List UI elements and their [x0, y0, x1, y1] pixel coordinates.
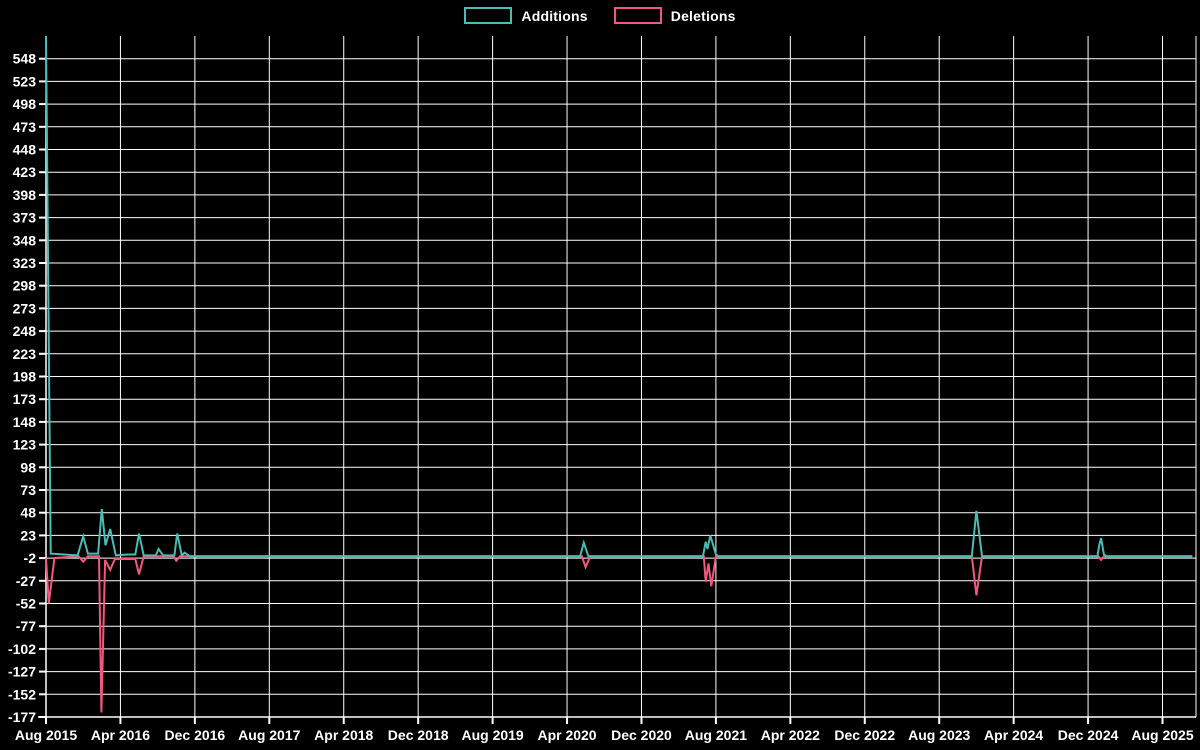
y-axis-label: 298 [13, 278, 37, 294]
x-axis-label: Apr 2022 [761, 727, 820, 743]
y-axis-label: 123 [13, 437, 37, 453]
y-axis-label: 548 [13, 51, 37, 67]
y-axis-label: 523 [13, 73, 37, 89]
y-axis-label: 148 [13, 414, 37, 430]
x-axis-label: Dec 2018 [388, 727, 449, 743]
y-axis-label: -177 [8, 709, 36, 725]
x-axis-label: Apr 2024 [984, 727, 1043, 743]
additions-line [45, 35, 1193, 558]
deletions-line [45, 555, 1193, 713]
y-axis-label: 498 [13, 96, 37, 112]
x-axis-label: Dec 2016 [165, 727, 226, 743]
x-axis-label: Apr 2020 [537, 727, 596, 743]
y-axis-label: 98 [20, 459, 36, 475]
x-axis-label: Dec 2020 [611, 727, 672, 743]
legend-item-additions[interactable]: Additions [464, 7, 588, 24]
y-axis-label: -77 [16, 618, 36, 634]
y-axis-label: 248 [13, 323, 37, 339]
y-axis-label: 448 [13, 142, 37, 158]
x-axis-label: Apr 2018 [314, 727, 373, 743]
y-axis-label: 223 [13, 346, 37, 362]
x-axis-label: Aug 2015 [15, 727, 77, 743]
chart-legend: Additions Deletions [0, 7, 1200, 24]
y-axis-label: -2 [24, 550, 37, 566]
y-axis-label: -27 [16, 573, 36, 589]
x-axis-label: Aug 2023 [908, 727, 970, 743]
y-axis-label: 323 [13, 255, 37, 271]
additions-swatch-icon [464, 7, 513, 24]
y-axis-label: 73 [20, 482, 36, 498]
x-axis-label: Dec 2022 [834, 727, 895, 743]
deletions-swatch-icon [613, 7, 662, 24]
y-axis-label: -152 [8, 686, 36, 702]
y-axis-label: 398 [13, 187, 37, 203]
y-axis-label: 348 [13, 232, 37, 248]
x-axis-label: Aug 2025 [1131, 727, 1193, 743]
x-axis-label: Dec 2024 [1058, 727, 1119, 743]
y-axis-label: 23 [20, 527, 36, 543]
y-axis-label: -102 [8, 641, 36, 657]
x-axis-label: Aug 2021 [685, 727, 747, 743]
legend-label-deletions: Deletions [670, 7, 736, 24]
y-axis-label: 423 [13, 164, 37, 180]
x-axis-label: Aug 2019 [461, 727, 523, 743]
legend-item-deletions[interactable]: Deletions [613, 7, 736, 24]
y-axis-label: 198 [13, 369, 37, 385]
y-axis-label: 373 [13, 210, 37, 226]
y-axis-label: 273 [13, 300, 37, 316]
legend-label-additions: Additions [521, 7, 588, 24]
x-axis-label: Aug 2017 [238, 727, 300, 743]
y-axis-label: 173 [13, 391, 37, 407]
y-axis-label: -52 [16, 596, 36, 612]
y-axis-label: -127 [8, 664, 36, 680]
y-axis-label: 473 [13, 119, 37, 135]
y-axis-label: 48 [20, 505, 36, 521]
x-axis-label: Apr 2016 [91, 727, 150, 743]
